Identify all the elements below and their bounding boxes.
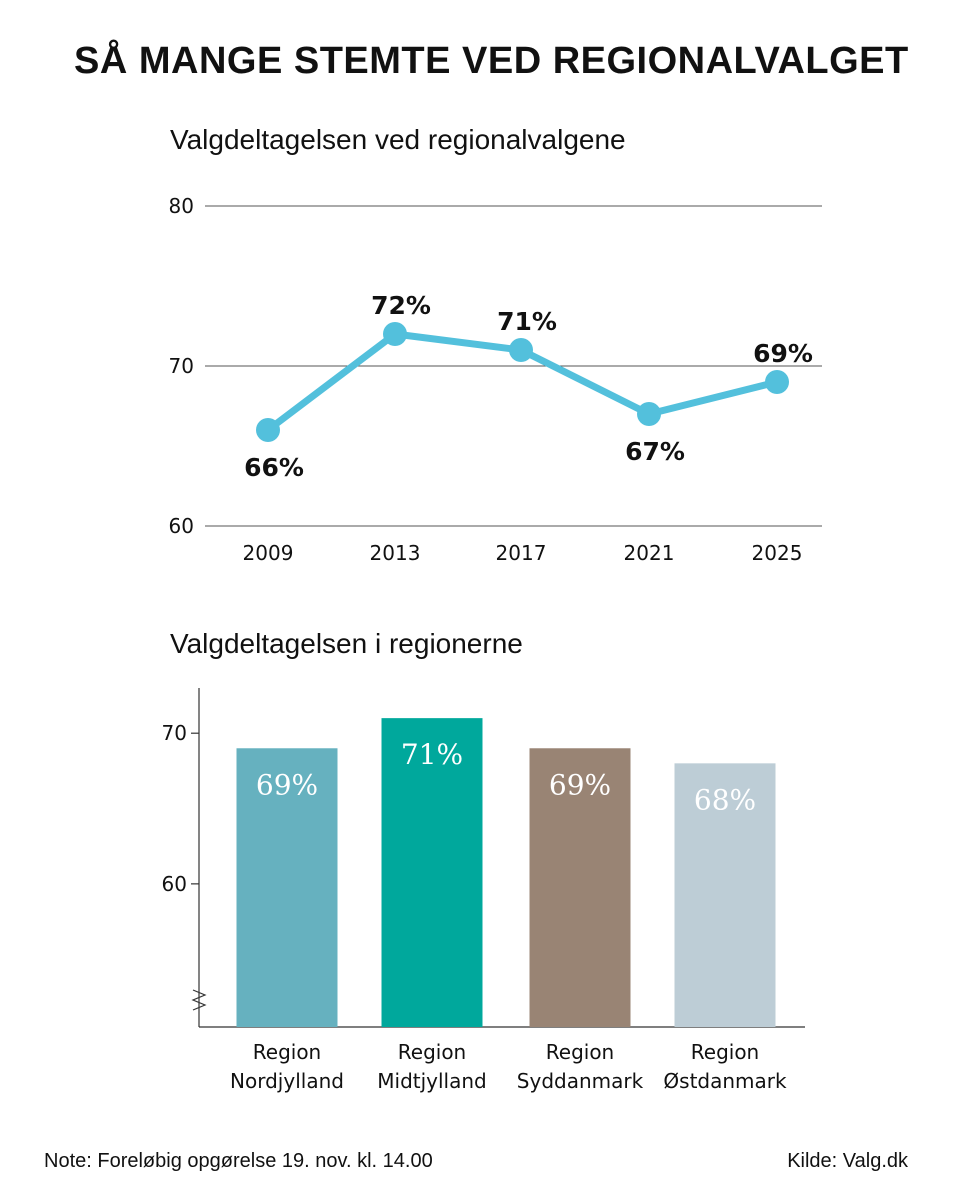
line-chart: 60 70 80 2009 2013 2017 2021 2025 66% 72% 71% 67% 69… (169, 194, 822, 565)
bar (236, 748, 338, 1027)
y-tick-label: 80 (169, 194, 194, 218)
category-label: Region Midtjylland (377, 1040, 486, 1093)
data-label: 66% (244, 453, 304, 482)
axis-break-icon (191, 989, 207, 1011)
x-tick-label: 2017 (496, 541, 547, 565)
data-point (765, 370, 789, 394)
x-tick-label: 2021 (624, 541, 675, 565)
data-label: 71% (497, 307, 557, 336)
bar-chart: 60 70 69% Region Nordjylland 71% Region Midtjyl… (162, 688, 805, 1093)
source-credit: Kilde: Valg.dk (787, 1150, 908, 1172)
data-point (383, 322, 407, 346)
data-point (637, 402, 661, 426)
data-label: 69% (753, 339, 813, 368)
chart-title: SÅ MANGE STEMTE VED REGIONALVALGET (74, 40, 909, 82)
y-tick-label: 70 (169, 354, 194, 378)
category-label: Region Syddanmark (517, 1040, 644, 1093)
data-label: 72% (371, 291, 431, 320)
x-tick-label: 2009 (243, 541, 294, 565)
bar-chart-title: Valgdeltagelsen i regionerne (170, 628, 523, 659)
line-chart-title: Valgdeltagelsen ved regionalvalgene (170, 124, 626, 155)
bar (529, 748, 631, 1027)
category-label: Region Nordjylland (230, 1040, 344, 1093)
bar (674, 763, 776, 1027)
footnote: Note: Foreløbig opgørelse 19. nov. kl. 1… (44, 1150, 433, 1172)
bar-value-label: 69% (256, 768, 318, 801)
bar-value-label: 68% (694, 783, 756, 816)
bar (381, 718, 483, 1027)
x-tick-label: 2025 (752, 541, 803, 565)
x-tick-label: 2013 (370, 541, 421, 565)
data-label: 67% (625, 437, 685, 466)
bar-value-label: 69% (549, 768, 611, 801)
category-label: Region Østdanmark (663, 1040, 787, 1093)
data-point (509, 338, 533, 362)
data-point (256, 418, 280, 442)
y-tick-label: 70 (162, 721, 187, 745)
y-tick-label: 60 (169, 514, 194, 538)
y-tick-label: 60 (162, 872, 187, 896)
bar-value-label: 71% (401, 738, 463, 771)
